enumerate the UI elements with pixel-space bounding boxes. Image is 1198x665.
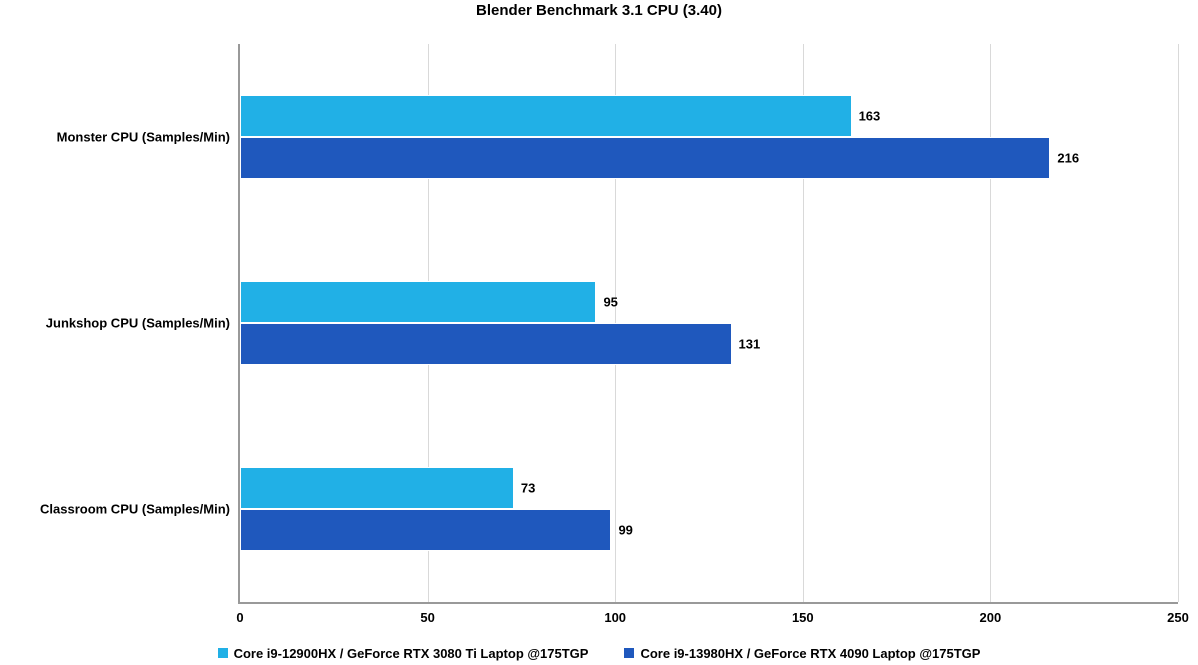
legend-label: Core i9-12900HX / GeForce RTX 3080 Ti La… <box>234 646 589 661</box>
chart-container: Blender Benchmark 3.1 CPU (3.40) 0501001… <box>0 0 1198 665</box>
bar: 131 <box>240 323 732 365</box>
x-tick-label: 150 <box>792 610 814 625</box>
legend-swatch <box>624 648 634 658</box>
legend-label: Core i9-13980HX / GeForce RTX 4090 Lapto… <box>640 646 980 661</box>
bar-value-label: 73 <box>513 481 535 496</box>
x-tick-label: 200 <box>980 610 1002 625</box>
x-tick-label: 250 <box>1167 610 1189 625</box>
gridline <box>1178 44 1179 602</box>
bar-value-label: 216 <box>1049 151 1079 166</box>
y-tick-label: Classroom CPU (Samples/Min) <box>40 502 240 517</box>
bar: 95 <box>240 281 596 323</box>
chart-title: Blender Benchmark 3.1 CPU (3.40) <box>0 2 1198 19</box>
gridline <box>990 44 991 602</box>
legend-swatch <box>218 648 228 658</box>
x-tick-label: 50 <box>420 610 434 625</box>
x-tick-label: 0 <box>236 610 243 625</box>
bar: 216 <box>240 137 1050 179</box>
legend-item: Core i9-12900HX / GeForce RTX 3080 Ti La… <box>218 646 589 661</box>
legend: Core i9-12900HX / GeForce RTX 3080 Ti La… <box>0 646 1198 662</box>
plot-area: 050100150200250Monster CPU (Samples/Min)… <box>238 44 1178 604</box>
y-tick-label: Monster CPU (Samples/Min) <box>57 130 240 145</box>
bar-value-label: 131 <box>731 337 761 352</box>
bar-value-label: 95 <box>595 295 617 310</box>
bar: 73 <box>240 467 514 509</box>
x-tick-label: 100 <box>604 610 626 625</box>
bar: 99 <box>240 509 611 551</box>
bar-value-label: 99 <box>610 523 632 538</box>
bar-value-label: 163 <box>851 109 881 124</box>
y-tick-label: Junkshop CPU (Samples/Min) <box>46 316 240 331</box>
legend-item: Core i9-13980HX / GeForce RTX 4090 Lapto… <box>624 646 980 661</box>
bar: 163 <box>240 95 852 137</box>
